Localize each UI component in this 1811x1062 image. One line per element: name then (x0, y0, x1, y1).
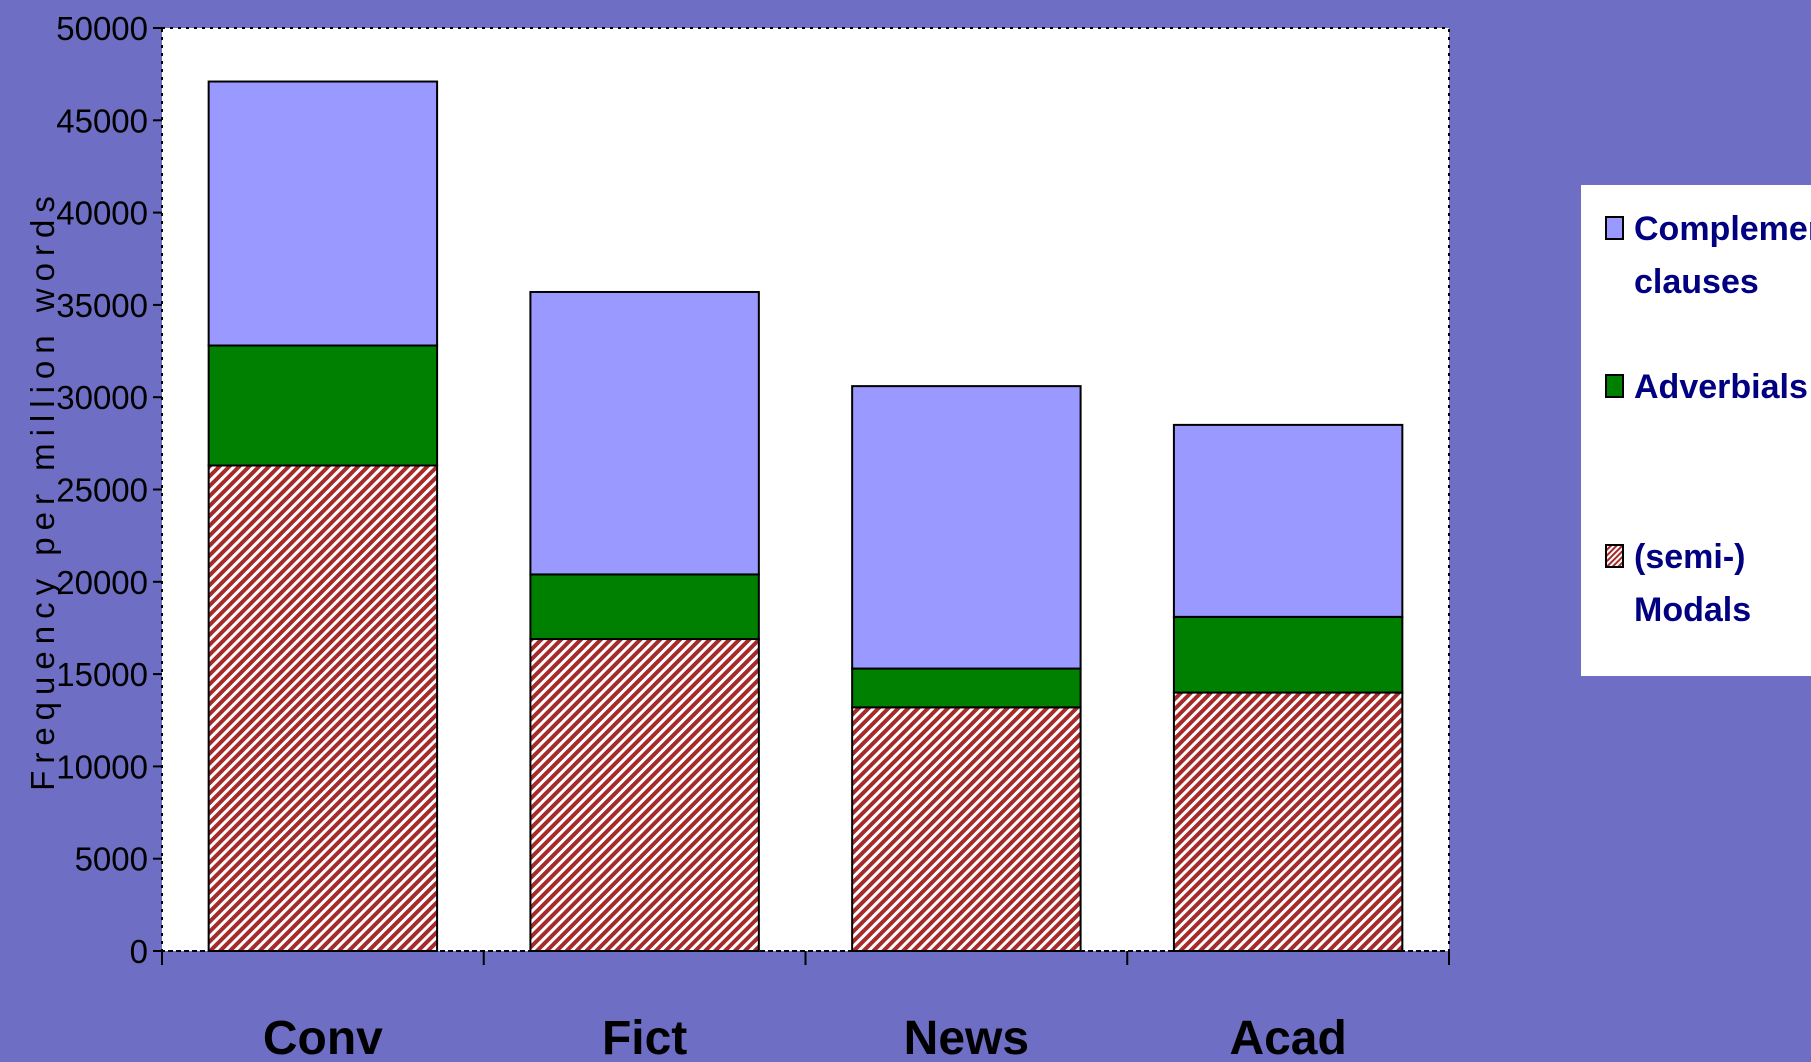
legend-swatch (1605, 544, 1624, 568)
y-tick-label: 45000 (56, 102, 148, 139)
bar-segment (1172, 423, 1404, 618)
legend-swatch (1605, 374, 1624, 398)
y-tick-label: 35000 (56, 287, 148, 324)
y-tick-label: 25000 (56, 472, 148, 509)
y-tick-label: 0 (130, 933, 148, 970)
bars (207, 80, 1404, 952)
bar-segment (851, 706, 1082, 952)
bar-segment (207, 80, 439, 347)
bar-segment (1172, 691, 1404, 952)
legend-label: Modals (1634, 591, 1751, 629)
y-tick-label: 5000 (75, 841, 148, 878)
x-category-label: Conv (263, 1012, 383, 1062)
y-axis-title: Frequency per million words (24, 189, 61, 791)
y-axis: 0 5000 10000 15000 20000 25000 30000 35000 40000… (56, 10, 162, 970)
y-tick-label: 40000 (56, 195, 148, 232)
legend-label: (semi-) (1634, 538, 1745, 576)
y-tick-label: 30000 (56, 379, 148, 416)
bar-segment (207, 344, 439, 467)
x-category-label: Acad (1229, 1012, 1346, 1062)
legend: Complement clauses Adverbials (semi-) Modals (1581, 185, 1811, 676)
legend-swatch (1605, 216, 1624, 240)
y-tick-label: 50000 (56, 10, 148, 47)
legend-label: clauses (1634, 263, 1759, 301)
bar-segment (1172, 615, 1404, 694)
y-tick-label: 15000 (56, 656, 148, 693)
legend-label: Adverbials (1634, 368, 1808, 406)
bar-segment (529, 638, 760, 952)
legend-box (1581, 185, 1811, 676)
bar-segment (851, 667, 1082, 709)
y-tick-label: 20000 (56, 564, 148, 601)
x-category-label: News (904, 1012, 1029, 1062)
bar-segment (529, 290, 760, 576)
bar-segment (851, 385, 1082, 670)
bar-segment (207, 464, 439, 952)
y-tick-label: 10000 (56, 748, 148, 785)
x-axis: Conv Fict News Acad (161, 950, 1450, 1062)
x-category-label: Fict (602, 1012, 687, 1062)
bar-segment (529, 573, 760, 641)
legend-label: Complement (1634, 210, 1811, 248)
